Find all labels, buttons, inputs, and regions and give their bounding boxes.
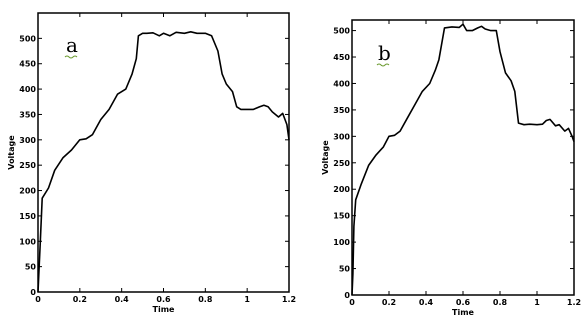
y-tick-label: 400 (333, 79, 350, 88)
panel-letter: b (378, 41, 391, 65)
y-tick-label: 50 (339, 265, 351, 274)
y-tick-label: 350 (19, 110, 36, 119)
y-tick-label: 350 (333, 106, 350, 115)
y-tick-label: 100 (333, 238, 350, 247)
x-tick-label: 0.2 (73, 295, 87, 304)
x-tick-label: 1 (534, 298, 540, 307)
x-tick-label: 0.6 (456, 298, 471, 307)
x-tick-label: 0 (35, 295, 41, 304)
y-tick-label: 150 (333, 212, 350, 221)
x-tick-label: 0 (349, 298, 355, 307)
y-tick-label: 450 (19, 60, 36, 69)
spellcheck-underline (376, 63, 390, 67)
x-tick-label: 0.4 (115, 295, 130, 304)
y-tick-label: 0 (344, 291, 350, 300)
y-tick-label: 0 (30, 288, 36, 297)
y-tick-label: 250 (19, 161, 36, 170)
y-tick-label: 500 (333, 27, 350, 36)
y-axis-label: Voltage (321, 140, 330, 175)
y-tick-label: 400 (19, 85, 36, 94)
y-tick-label: 300 (333, 132, 350, 141)
y-tick-label: 100 (19, 237, 36, 246)
x-tick-label: 0.4 (419, 298, 434, 307)
x-tick-label: 1 (244, 295, 250, 304)
y-tick-label: 200 (333, 185, 350, 194)
y-tick-label: 150 (19, 212, 36, 221)
y-axis-label: Voltage (7, 135, 16, 170)
x-tick-label: 0.8 (198, 295, 213, 304)
y-tick-label: 500 (19, 34, 36, 43)
panel-letter: a (66, 33, 78, 57)
x-tick-label: 0.2 (382, 298, 396, 307)
x-axis-label: Time (153, 305, 176, 314)
spellcheck-underline (64, 55, 78, 59)
y-tick-label: 250 (333, 159, 350, 168)
y-tick-label: 50 (25, 263, 37, 272)
x-tick-label: 1.2 (567, 298, 581, 307)
x-tick-label: 1.2 (282, 295, 296, 304)
y-tick-label: 300 (19, 136, 36, 145)
chart-panel-a: 0 0.2 0.4 0.6 0.8 1 1.2 0 50 100 150 200 250 300 350 40… (7, 12, 296, 314)
chart-panel-b: 0 0.2 0.4 0.6 0.8 1 1.2 0 50 100 150 200 250 300 350 40… (321, 19, 581, 317)
series-line (37, 31, 290, 293)
x-axis-label: Time (452, 308, 475, 317)
y-tick-label: 450 (333, 53, 350, 62)
series-line (351, 23, 575, 296)
x-tick-label: 0.8 (493, 298, 508, 307)
x-tick-label: 0.6 (156, 295, 171, 304)
y-tick-label: 200 (19, 187, 36, 196)
